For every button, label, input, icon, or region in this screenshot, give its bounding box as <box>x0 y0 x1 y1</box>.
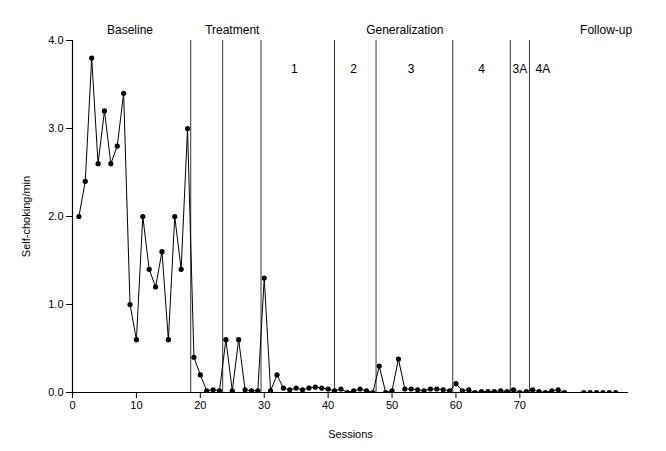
svg-text:Follow-up: Follow-up <box>580 23 632 37</box>
svg-text:Self-choking/min: Self-choking/min <box>20 176 32 257</box>
svg-text:0: 0 <box>69 399 75 411</box>
svg-text:3.0: 3.0 <box>48 122 63 134</box>
svg-text:4.0: 4.0 <box>48 34 63 46</box>
svg-text:70: 70 <box>514 399 526 411</box>
svg-text:4A: 4A <box>536 62 551 76</box>
svg-text:4: 4 <box>478 62 485 76</box>
svg-text:Sessions: Sessions <box>328 428 373 440</box>
svg-text:0.0: 0.0 <box>48 386 63 398</box>
svg-text:Treatment: Treatment <box>205 23 260 37</box>
svg-text:Baseline: Baseline <box>107 23 153 37</box>
svg-text:2.0: 2.0 <box>48 210 63 222</box>
svg-text:10: 10 <box>130 399 142 411</box>
svg-text:40: 40 <box>322 399 334 411</box>
svg-text:3A: 3A <box>513 62 528 76</box>
svg-text:3: 3 <box>408 62 415 76</box>
svg-text:Generalization: Generalization <box>366 23 443 37</box>
svg-text:30: 30 <box>258 399 270 411</box>
svg-text:50: 50 <box>386 399 398 411</box>
svg-text:1: 1 <box>291 62 298 76</box>
svg-text:1.0: 1.0 <box>48 298 63 310</box>
svg-text:2: 2 <box>350 62 357 76</box>
svg-text:60: 60 <box>450 399 462 411</box>
svg-text:20: 20 <box>194 399 206 411</box>
